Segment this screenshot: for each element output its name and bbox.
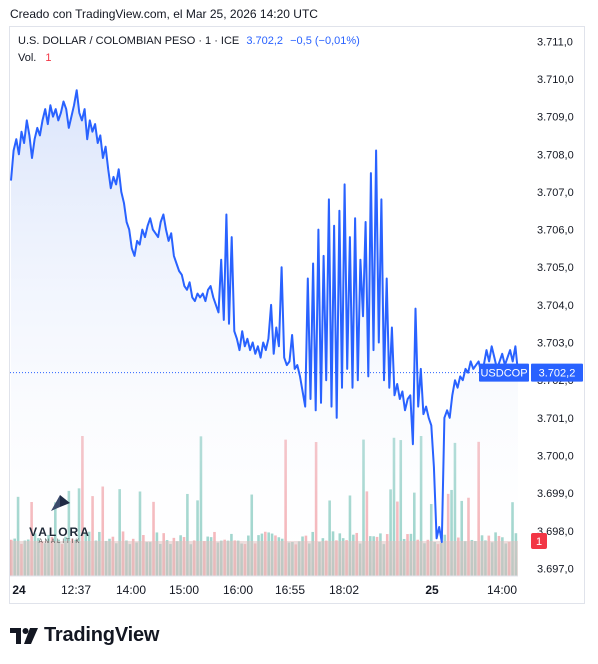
y-tick-label: 3.700,0: [537, 451, 574, 463]
x-tick-label: 18:02: [329, 583, 359, 597]
valora-name: VALORA: [29, 525, 91, 539]
price-markers: USDCOP 3.702,2 1: [10, 363, 583, 549]
volume-value: 1: [45, 52, 52, 64]
y-tick-label: 3.704,0: [537, 300, 574, 312]
x-tick-label: 16:00: [223, 583, 253, 597]
y-tick-label: 3.710,0: [537, 74, 574, 86]
price-area-fill: [11, 90, 518, 576]
x-tick-label: 14:00: [116, 583, 146, 597]
chart-frame: [9, 26, 585, 604]
valora-logo-icon: [51, 495, 70, 511]
symbol-label: U.S. DOLLAR / COLOMBIAN PESO · 1 · ICE: [18, 35, 240, 47]
x-tick-label: 24: [12, 583, 26, 597]
price-value: 3.702,2: [246, 35, 284, 47]
series-name-label: USDCOP: [480, 368, 527, 380]
y-tick-label: 3.706,0: [537, 225, 574, 237]
volume-badge: [531, 533, 547, 549]
y-tick-label: 3.701,0: [537, 413, 574, 425]
price-line: [10, 89, 519, 544]
series-name-tag: [479, 363, 529, 382]
y-tick-label: 3.705,0: [537, 262, 574, 274]
volume-label: Vol.: [18, 52, 37, 64]
x-tick-label: 15:00: [169, 583, 199, 597]
chart-legend: U.S. DOLLAR / COLOMBIAN PESO · 1 · ICE 3…: [18, 35, 360, 47]
x-tick-label: 25: [425, 583, 439, 597]
x-tick-label: 16:55: [275, 583, 305, 597]
tradingview-logo-icon: [10, 627, 38, 644]
price-area: [10, 89, 519, 576]
x-tick-label: 12:37: [61, 583, 91, 597]
y-tick-label: 3.703,0: [537, 338, 574, 350]
tradingview-logo[interactable]: TradingView: [10, 624, 159, 647]
volume-badge-label: 1: [536, 536, 542, 548]
y-tick-label: 3.708,0: [537, 149, 574, 161]
last-price-tag: [531, 363, 583, 382]
y-tick-label: 3.697,0: [537, 563, 574, 575]
price-axis: 3.711,0 3.710,0 3.709,0 3.708,0 3.707,0 3.706…: [537, 36, 574, 575]
last-price-label: 3.702,2: [539, 368, 576, 380]
chart-caption: Creado con TradingView.com, el Mar 25, 2…: [10, 7, 318, 21]
y-tick-label: 3.707,0: [537, 187, 574, 199]
x-tick-label: 14:00: [487, 583, 517, 597]
valora-subtitle: ANALITIK: [38, 539, 82, 545]
time-axis: 24 12:37 14:00 15:00 16:00 16:55 18:02 25 14:00: [10, 575, 518, 597]
volume-legend: Vol. 1: [18, 52, 52, 64]
price-change: −0,5 (−0,01%): [290, 35, 360, 47]
y-tick-label: 3.709,0: [537, 112, 574, 124]
y-tick-label: 3.699,0: [537, 488, 574, 500]
y-tick-label: 3.711,0: [537, 36, 573, 48]
valora-watermark: VALORA ANALITIK: [20, 494, 100, 545]
